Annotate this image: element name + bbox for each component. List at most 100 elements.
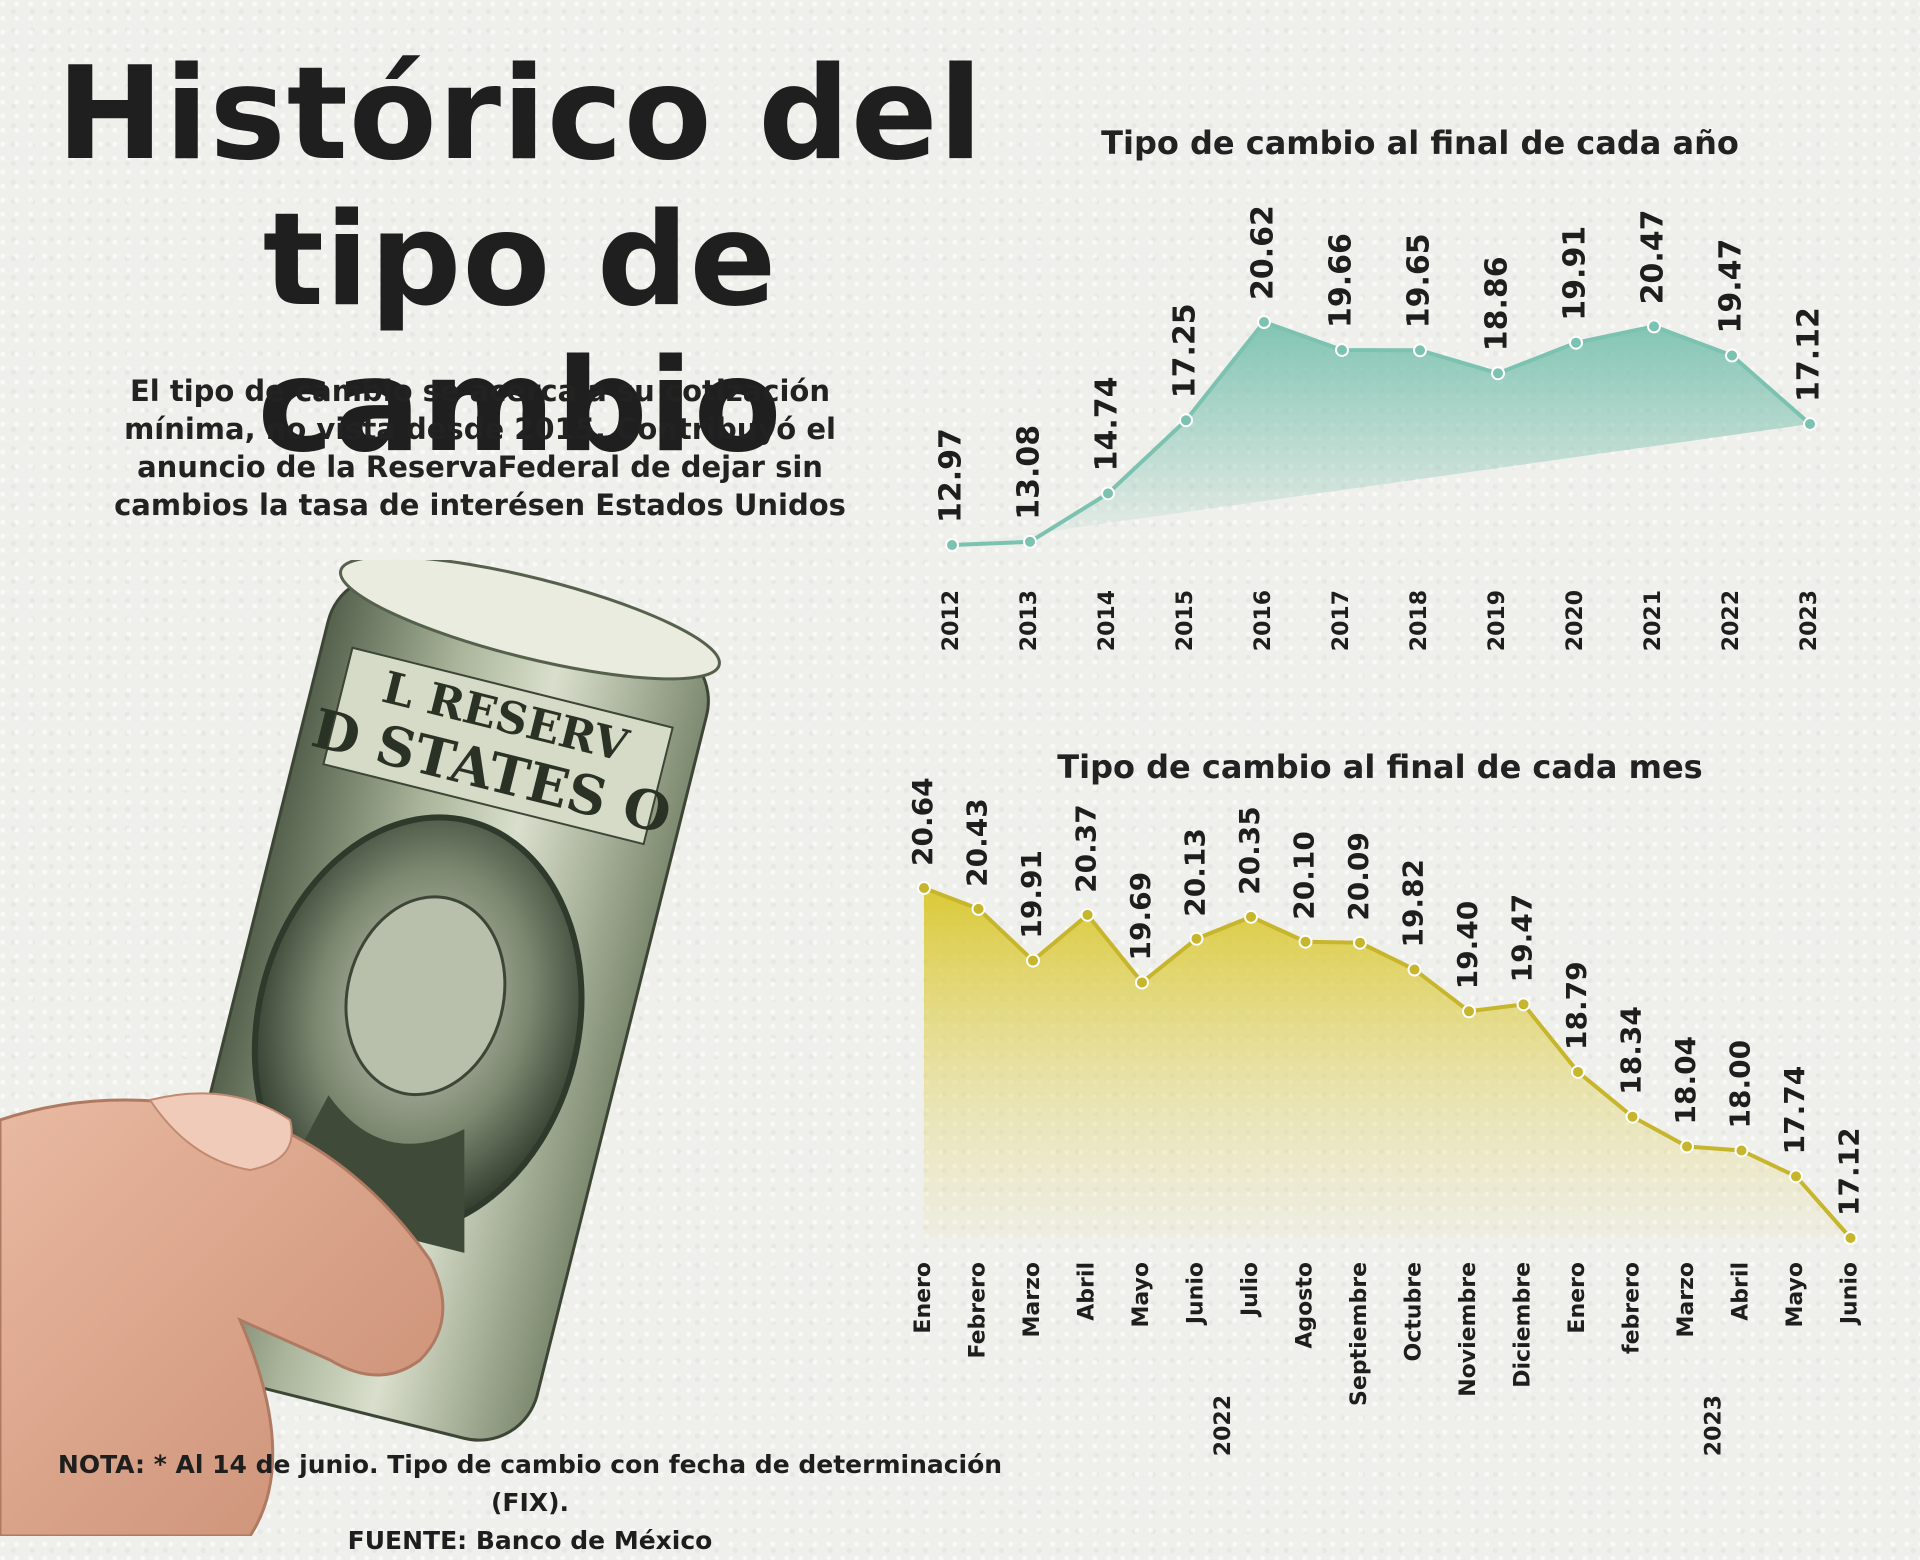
category-label: 2016 <box>1251 590 1276 651</box>
data-label: 18.04 <box>1669 1036 1702 1125</box>
data-label: 19.91 <box>1558 226 1593 321</box>
data-label: 18.34 <box>1615 1006 1648 1095</box>
data-label: 20.64 <box>906 777 939 866</box>
category-label: 2013 <box>1017 590 1042 651</box>
data-point <box>1244 909 1258 924</box>
data-label: 14.74 <box>1090 376 1125 471</box>
data-label: 19.47 <box>1506 894 1539 983</box>
thumbnail <box>148 1092 293 1172</box>
category-label: Noviembre <box>1456 1262 1481 1397</box>
series-line <box>951 320 1812 547</box>
series-area <box>952 322 1810 545</box>
category-label: Julio <box>1238 1262 1263 1318</box>
data-label: 17.74 <box>1778 1066 1811 1155</box>
data-point <box>1026 953 1040 968</box>
category-label: 2021 <box>1641 590 1666 651</box>
year-group-label: 2023 <box>1701 1395 1726 1456</box>
bill-border-band <box>322 646 674 846</box>
category-label: 2020 <box>1563 590 1588 651</box>
chart-monthly-title: Tipo de cambio al final de cada mes <box>1057 748 1703 786</box>
portrait-face <box>344 895 507 1097</box>
data-label: 20.35 <box>1233 806 1266 895</box>
source-text: FUENTE: Banco de México <box>347 1526 713 1555</box>
data-label: 18.00 <box>1724 1040 1757 1129</box>
data-label: 17.12 <box>1792 307 1827 402</box>
data-label: 20.43 <box>961 798 994 887</box>
data-label: 19.47 <box>1714 239 1749 334</box>
page-subtitle: El tipo de cambio se acerca a su cotizac… <box>114 374 846 522</box>
data-point <box>1335 342 1349 357</box>
page-title: Histórico del tipo de cambio <box>40 42 1000 480</box>
data-point <box>1625 1109 1640 1124</box>
data-label: 19.40 <box>1451 901 1484 990</box>
data-point <box>1491 366 1505 381</box>
page-title-line-2: tipo de cambio <box>257 186 783 481</box>
data-point <box>917 881 931 895</box>
series-line <box>923 886 1852 1240</box>
data-point <box>1803 417 1817 432</box>
category-label: Mayo <box>1783 1262 1808 1328</box>
category-label: Junio <box>1184 1262 1209 1326</box>
data-label: 19.69 <box>1124 872 1157 961</box>
data-point <box>971 901 986 916</box>
data-point <box>1257 315 1271 329</box>
page-title-line-1: Histórico del <box>56 40 984 189</box>
category-label: febrero <box>1620 1262 1645 1354</box>
data-label: 19.82 <box>1397 859 1430 948</box>
data-label: 19.66 <box>1324 233 1359 328</box>
bill-end-top <box>339 560 721 681</box>
data-point <box>1843 1231 1858 1245</box>
category-label: Abril <box>1075 1262 1100 1321</box>
data-point <box>1189 931 1204 946</box>
category-label: 2017 <box>1329 590 1354 651</box>
data-point <box>1101 486 1115 501</box>
data-point <box>1734 1143 1749 1158</box>
data-label: 18.86 <box>1480 256 1515 351</box>
category-label: 2015 <box>1173 590 1198 651</box>
category-label: Enero <box>911 1262 936 1334</box>
category-label: Enero <box>1565 1262 1590 1334</box>
data-point <box>1298 934 1313 949</box>
data-point <box>1725 348 1739 363</box>
data-label: 20.62 <box>1246 205 1281 300</box>
data-point <box>1080 907 1095 922</box>
category-label: Marzo <box>1674 1262 1699 1338</box>
footer-note: NOTA: * Al 14 de junio. Tipo de cambio c… <box>40 1446 1020 1560</box>
category-label: Marzo <box>1020 1262 1045 1338</box>
category-label: 2012 <box>939 590 964 651</box>
data-label: 20.13 <box>1179 828 1212 917</box>
data-label: 17.25 <box>1168 303 1203 398</box>
category-label: 2014 <box>1095 590 1120 651</box>
category-label: Septiembre <box>1347 1262 1372 1406</box>
data-label: 20.37 <box>1070 804 1103 893</box>
category-label: 2018 <box>1407 590 1432 651</box>
chart-yearly-title: Tipo de cambio al final de cada año <box>1101 124 1739 162</box>
category-label: 2022 <box>1719 590 1744 651</box>
data-label: 18.79 <box>1560 961 1593 1050</box>
data-point <box>1680 1139 1694 1154</box>
data-label: 13.08 <box>1012 425 1047 520</box>
category-label: Febrero <box>966 1262 991 1359</box>
category-label: Agosto <box>1293 1262 1318 1349</box>
data-label: 20.09 <box>1342 832 1375 921</box>
data-point <box>1571 1064 1585 1079</box>
data-point <box>1179 413 1193 428</box>
data-point <box>1789 1169 1803 1184</box>
category-label: 2023 <box>1797 590 1822 651</box>
data-point <box>1516 997 1531 1012</box>
data-point <box>1353 935 1367 950</box>
category-label: Mayo <box>1129 1262 1154 1328</box>
data-point <box>945 538 959 552</box>
series-area <box>924 888 1851 1238</box>
data-label: 19.91 <box>1015 850 1048 939</box>
note-text: NOTA: * Al 14 de junio. Tipo de cambio c… <box>57 1450 1003 1517</box>
category-label: Junio <box>1838 1262 1863 1326</box>
data-point <box>1647 319 1661 334</box>
data-label: 17.12 <box>1833 1127 1866 1216</box>
category-label: Octubre <box>1402 1262 1427 1361</box>
category-label: Abril <box>1729 1262 1754 1321</box>
data-point <box>1135 975 1149 990</box>
data-label: 20.47 <box>1636 209 1671 304</box>
